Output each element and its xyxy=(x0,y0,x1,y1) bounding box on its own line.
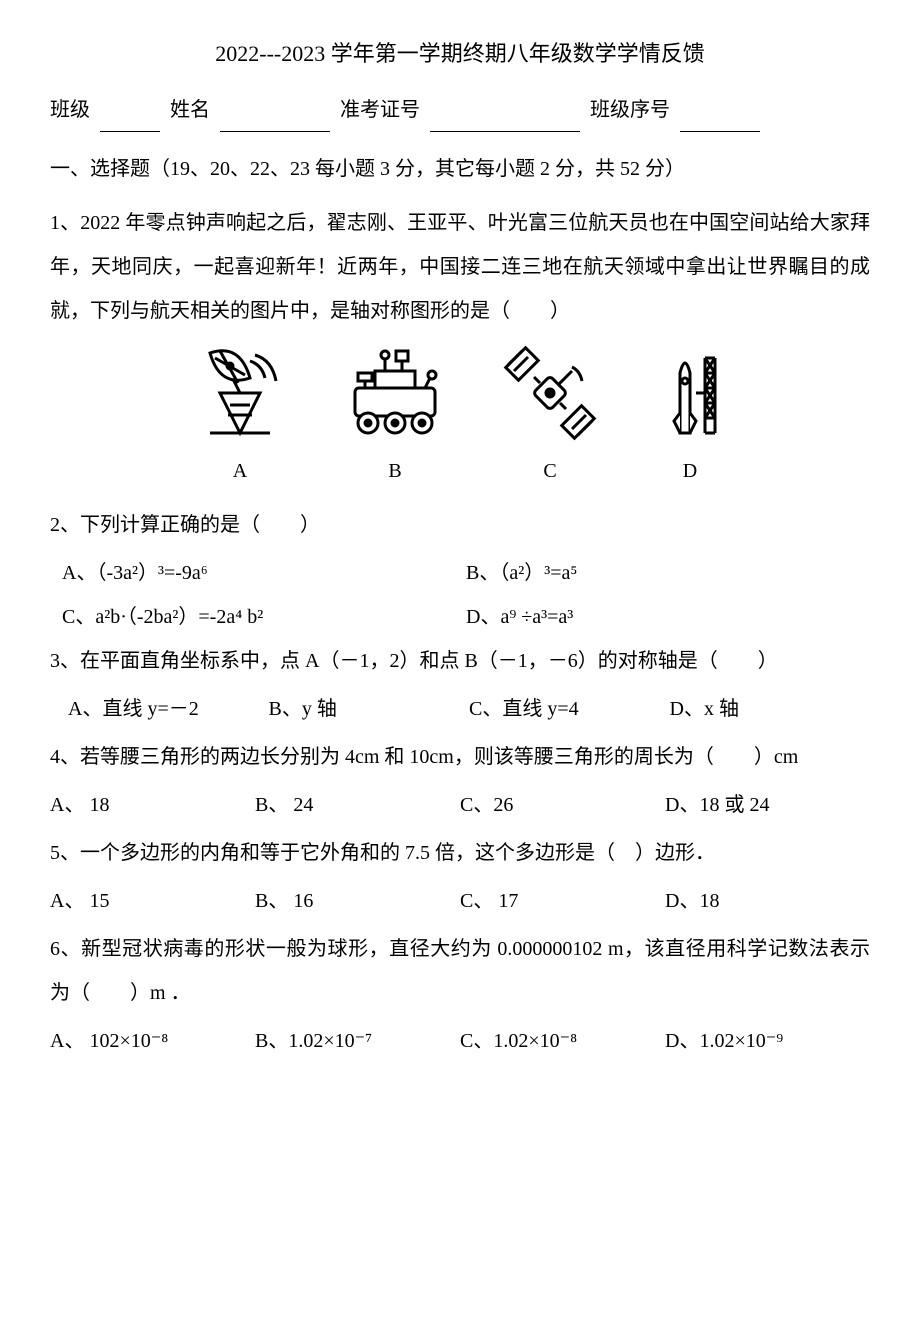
q1-text: 1、2022 年零点钟声响起之后，翟志刚、王亚平、叶光富三位航天员也在中国空间站… xyxy=(50,201,870,333)
seat-no-label: 班级序号 xyxy=(590,88,670,132)
q1-fig-b: B xyxy=(340,343,450,493)
rocket-icon xyxy=(650,343,730,443)
q1-label-b: B xyxy=(388,449,401,493)
q4-opt-b: B、 24 xyxy=(255,783,460,827)
q2-stem: 2、下列计算正确的是（ ） xyxy=(50,503,870,547)
exam-no-label: 准考证号 xyxy=(340,88,420,132)
q1-label-c: C xyxy=(543,449,556,493)
q2-opt-a: A、（-3a²）³=-9a⁶ xyxy=(50,551,466,595)
q2-opt-c: C、a²b·（-2ba²）=-2a⁴ b² xyxy=(50,595,466,639)
q6-opt-a: A、 102×10⁻⁸ xyxy=(50,1019,255,1063)
section-1-header: 一、选择题（19、20、22、23 每小题 3 分，其它每小题 2 分，共 52… xyxy=(50,147,870,191)
q2-row2: C、a²b·（-2ba²）=-2a⁴ b² D、a⁹ ÷a³=a³ xyxy=(50,595,870,639)
q5-opt-b: B、 16 xyxy=(255,879,460,923)
q5-opts: A、 15 B、 16 C、 17 D、18 xyxy=(50,879,870,923)
q1-label-d: D xyxy=(683,449,697,493)
q3-stem: 3、在平面直角坐标系中，点 A（－1，2）和点 B（－1，－6）的对称轴是（ ） xyxy=(50,639,870,683)
q3-opt-d: D、x 轴 xyxy=(670,687,871,731)
q5-opt-a: A、 15 xyxy=(50,879,255,923)
class-blank xyxy=(100,88,160,132)
q5-stem: 5、一个多边形的内角和等于它外角和的 7.5 倍，这个多边形是（ ）边形． xyxy=(50,831,870,875)
q6-opt-d: D、1.02×10⁻⁹ xyxy=(665,1019,870,1063)
q5-opt-c: C、 17 xyxy=(460,879,665,923)
radar-icon xyxy=(190,343,290,443)
q5-opt-d: D、18 xyxy=(665,879,870,923)
student-info-line: 班级 姓名 准考证号 班级序号 xyxy=(50,88,870,132)
q6-stem: 6、新型冠状病毒的形状一般为球形，直径大约为 0.000000102 m，该直径… xyxy=(50,927,870,1015)
q6-opts: A、 102×10⁻⁸ B、1.02×10⁻⁷ C、1.02×10⁻⁸ D、1.… xyxy=(50,1019,870,1063)
page-title: 2022---2023 学年第一学期终期八年级数学学情反馈 xyxy=(50,30,870,78)
rover-icon xyxy=(340,343,450,443)
exam-no-blank xyxy=(430,88,580,132)
q4-opt-c: C、26 xyxy=(460,783,665,827)
q4-opts: A、 18 B、 24 C、26 D、18 或 24 xyxy=(50,783,870,827)
q2-row1: A、（-3a²）³=-9a⁶ B、（a²）³=a⁵ xyxy=(50,551,870,595)
q4-opt-a: A、 18 xyxy=(50,783,255,827)
q2-opt-b: B、（a²）³=a⁵ xyxy=(466,551,870,595)
q4-opt-d: D、18 或 24 xyxy=(665,783,870,827)
seat-no-blank xyxy=(680,88,760,132)
q1-fig-c: C xyxy=(500,343,600,493)
name-label: 姓名 xyxy=(170,88,210,132)
q1-figures: A B xyxy=(50,343,870,493)
q2-opt-d: D、a⁹ ÷a³=a³ xyxy=(466,595,870,639)
q3-opt-a: A、直线 y=－2 xyxy=(68,687,269,731)
q4-stem: 4、若等腰三角形的两边长分别为 4cm 和 10cm，则该等腰三角形的周长为（ … xyxy=(50,735,870,779)
q1-fig-a: A xyxy=(190,343,290,493)
name-blank xyxy=(220,88,330,132)
q3-opt-c: C、直线 y=4 xyxy=(469,687,670,731)
q1-fig-d: D xyxy=(650,343,730,493)
satellite-icon xyxy=(500,343,600,443)
q3-opts: A、直线 y=－2 B、y 轴 C、直线 y=4 D、x 轴 xyxy=(50,687,870,731)
q1-label-a: A xyxy=(233,449,247,493)
q6-opt-b: B、1.02×10⁻⁷ xyxy=(255,1019,460,1063)
q6-opt-c: C、1.02×10⁻⁸ xyxy=(460,1019,665,1063)
q3-opt-b: B、y 轴 xyxy=(269,687,470,731)
class-label: 班级 xyxy=(50,88,90,132)
